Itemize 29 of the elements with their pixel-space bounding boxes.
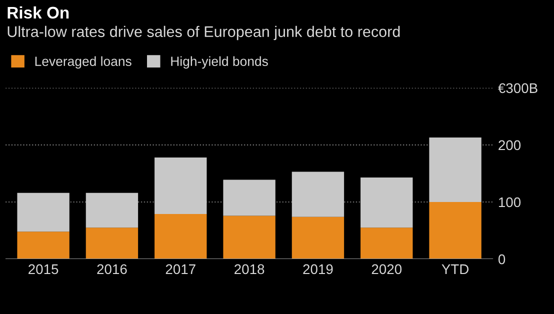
bar — [292, 216, 344, 260]
bar — [154, 214, 207, 260]
x-tick-label: 2020 — [372, 264, 402, 274]
bar — [429, 138, 482, 202]
x-tick-label: 2016 — [97, 264, 127, 274]
bar — [154, 158, 207, 214]
chart-subtitle: Ultra-low rates drive sales of European junk debt to record — [8, 26, 400, 40]
bar — [17, 232, 70, 260]
x-tick-label: 2018 — [234, 264, 264, 274]
y-tick-label: 0 — [498, 254, 506, 264]
bar — [17, 192, 70, 232]
bar — [429, 202, 482, 260]
bar — [223, 216, 276, 260]
bar — [360, 228, 413, 260]
bar — [360, 177, 413, 228]
y-tick-label: 100 — [498, 197, 521, 208]
y-tick-label: 200 — [498, 140, 521, 150]
x-tick-label: 2019 — [303, 264, 333, 274]
y-tick-label: €300B — [498, 83, 538, 94]
legend-label: Leveraged loans — [35, 56, 132, 69]
bar — [292, 172, 344, 217]
bar — [223, 180, 276, 216]
x-tick-label: 2015 — [28, 264, 58, 274]
x-tick-label: 2017 — [166, 264, 196, 274]
x-tick-label: YTD — [442, 264, 469, 274]
chart-title: Risk On — [8, 6, 69, 19]
bar — [86, 192, 138, 228]
bar — [86, 228, 138, 260]
legend-label: High-yield bonds — [171, 56, 268, 69]
